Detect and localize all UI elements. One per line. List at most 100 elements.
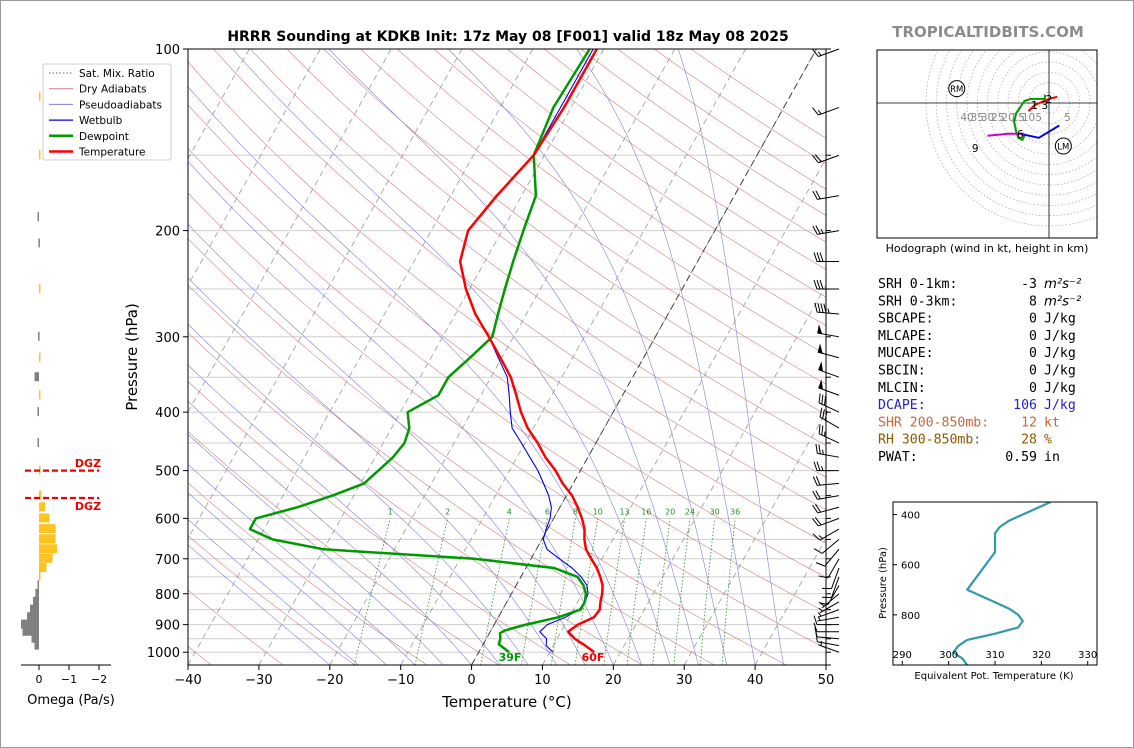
y-tick-label: 800 xyxy=(155,588,180,603)
storm-motion-circle xyxy=(1054,137,1072,155)
index-unit: m²s⁻² xyxy=(1044,294,1082,309)
barb-flag xyxy=(813,461,818,471)
pseudoadiabat-line xyxy=(188,161,614,665)
hodograph-ring-label: 40 xyxy=(960,112,973,124)
omega-bar xyxy=(22,626,39,636)
dry-adiabat-line xyxy=(188,61,826,544)
barb-half-flag xyxy=(817,616,821,621)
wind-barbs xyxy=(812,48,840,653)
barb-flag xyxy=(812,190,818,200)
isotherm-line xyxy=(258,49,605,665)
dry-adiabat-line xyxy=(188,104,826,578)
barb-half-flag xyxy=(820,603,825,607)
mixing-ratio-line xyxy=(652,518,671,665)
x-tick-label: −20 xyxy=(316,673,343,688)
mixing-ratio-label: 20 xyxy=(665,507,675,516)
barb-flag xyxy=(815,490,821,500)
surface-temperature-label: 60F xyxy=(582,651,605,664)
barb-flag xyxy=(815,503,822,513)
theta-e-profile-line xyxy=(952,502,1052,665)
wind-barb xyxy=(818,601,840,614)
pseudoadiabat-line xyxy=(188,544,330,665)
storm-motion-marker: RM xyxy=(948,80,966,98)
index-label: MLCAPE: xyxy=(878,329,934,344)
barb-half-flag xyxy=(817,109,822,115)
mixing-ratio-label: 13 xyxy=(620,507,630,516)
legend-entry: Wetbulb xyxy=(79,115,123,127)
index-unit: m²s⁻² xyxy=(1044,277,1082,292)
index-label: SBCIN: xyxy=(878,364,926,379)
omega-bar xyxy=(37,407,39,417)
omega-bars xyxy=(21,91,99,650)
wind-barb xyxy=(812,476,840,486)
wind-barb xyxy=(815,548,840,567)
barb-flag xyxy=(816,252,821,262)
barb-half-flag xyxy=(824,431,826,437)
barb-flag xyxy=(814,517,822,526)
barb-pennant xyxy=(817,343,823,354)
barb-flag xyxy=(812,533,821,541)
y-tick-label: 500 xyxy=(155,465,180,480)
mixing-ratio-label: 1 xyxy=(388,507,393,516)
dewpoint-profile-line xyxy=(248,49,591,654)
mixing-ratio-label: 30 xyxy=(710,507,720,516)
theta-e-x-tick-label: 320 xyxy=(1032,650,1051,661)
wind-barb xyxy=(818,640,840,653)
omega-bar xyxy=(34,372,39,382)
wind-barb xyxy=(812,517,840,527)
omega-bar xyxy=(39,91,41,101)
barb-staff xyxy=(817,495,840,500)
barb-flag xyxy=(824,395,827,406)
omega-bar xyxy=(35,588,39,598)
barb-staff xyxy=(817,636,840,640)
wind-barb xyxy=(817,324,840,338)
index-value: 0 xyxy=(1029,364,1037,379)
barb-flag xyxy=(815,476,821,486)
omega-bar xyxy=(38,331,40,341)
hodograph-height-label: 1 xyxy=(1031,100,1038,112)
x-tick-label: 40 xyxy=(747,673,764,688)
index-value: 0 xyxy=(1029,346,1037,361)
index-row: SRH 0-1km: -3 m²s⁻² xyxy=(878,277,1082,292)
hodograph-ring-label: 5 xyxy=(1035,112,1042,124)
hodograph-trace xyxy=(1020,124,1060,139)
dry-adiabat-line xyxy=(188,589,284,665)
barb-staff xyxy=(827,558,840,579)
y-tick-label: 900 xyxy=(155,619,180,634)
isotherm-line xyxy=(400,49,746,665)
barb-staff xyxy=(817,452,840,458)
barb-flag xyxy=(812,155,819,164)
barb-half-flag xyxy=(822,449,824,455)
mixing-ratio-line xyxy=(480,518,510,665)
index-row: DCAPE: 106 J/kg xyxy=(878,398,1076,413)
index-value: 0 xyxy=(1029,329,1037,344)
pseudoadiabat-line xyxy=(232,49,671,665)
index-row: SRH 0-3km: 8 m²s⁻² xyxy=(878,294,1082,309)
legend-entry: Dry Adiabats xyxy=(79,84,147,96)
isotherm-line xyxy=(188,49,392,413)
isotherm-line xyxy=(1,49,37,665)
freezing-isotherm-line xyxy=(471,49,817,665)
wind-barb xyxy=(812,153,840,164)
y-tick-label: 300 xyxy=(155,331,180,346)
index-label: MUCAPE: xyxy=(878,346,934,361)
dry-adiabat-line xyxy=(286,49,826,446)
skewt-panel: 1 2 4 6 8 10 13 16 20 24 30 36 −40 −30 −20 −10 0 10 20 30 4… xyxy=(1,43,834,711)
storm-motion-label: RM xyxy=(950,85,963,95)
hodograph-ring-label: 25 xyxy=(991,112,1004,124)
omega-bar xyxy=(39,562,47,572)
omega-ticks: 0 −1 −2 xyxy=(36,665,107,686)
wind-barb xyxy=(813,538,840,554)
index-unit: J/kg xyxy=(1044,398,1076,413)
index-label: MLCIN: xyxy=(878,381,926,396)
wind-barb xyxy=(812,490,840,500)
barb-staff xyxy=(818,106,840,116)
wind-barb xyxy=(812,48,840,57)
index-row: PWAT: 0.59 in xyxy=(878,450,1060,465)
omega-bar xyxy=(39,352,41,362)
pseudoadiabat-line xyxy=(678,49,784,665)
omega-bar xyxy=(39,150,41,160)
wind-barb xyxy=(813,461,839,472)
barb-flag xyxy=(821,425,824,436)
index-row: SBCIN: 0 J/kg xyxy=(878,364,1076,379)
